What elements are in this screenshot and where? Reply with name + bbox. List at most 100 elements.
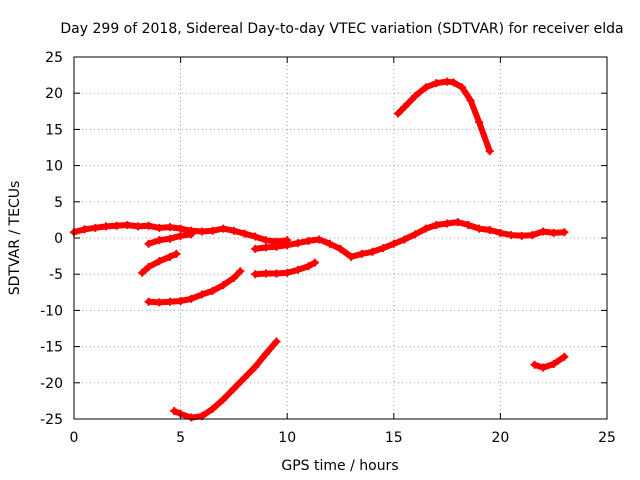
data-point [251, 362, 260, 371]
data-point [458, 83, 467, 92]
data-point [272, 269, 281, 278]
data-point [229, 226, 238, 235]
series-line-arc-9 [531, 353, 568, 371]
data-point [539, 227, 548, 236]
y-tick-label: 25 [45, 50, 63, 66]
data-point [394, 109, 403, 118]
data-point [144, 262, 153, 271]
data-point [453, 218, 462, 227]
data-point [155, 236, 164, 245]
data-point [283, 241, 292, 250]
x-tick-label: 5 [176, 430, 185, 446]
data-point [165, 297, 174, 306]
data-point [144, 297, 153, 306]
data-point [155, 257, 164, 266]
data-point [400, 235, 409, 244]
data-point [368, 247, 377, 256]
data-point [165, 252, 174, 261]
y-tick-label: -20 [40, 376, 63, 392]
data-point [272, 337, 281, 346]
data-point [112, 221, 121, 230]
data-point [560, 228, 569, 237]
data-point [176, 231, 185, 240]
data-point [347, 252, 356, 261]
data-point [197, 227, 206, 236]
data-point [219, 395, 228, 404]
data-point [293, 265, 302, 274]
data-point [261, 349, 270, 358]
data-point [155, 298, 164, 307]
data-point [400, 102, 409, 111]
data-point [240, 373, 249, 382]
data-point [187, 413, 196, 422]
data-point [240, 229, 249, 238]
data-point [443, 219, 452, 228]
data-point [517, 231, 526, 240]
data-point [549, 359, 558, 368]
data-point [176, 296, 185, 305]
data-point [283, 268, 292, 277]
data-point [187, 294, 196, 303]
x-tick-label: 10 [278, 430, 296, 446]
data-point [336, 244, 345, 253]
data-point [261, 243, 270, 252]
data-point [466, 96, 475, 105]
data-point [304, 262, 313, 271]
data-point [138, 268, 147, 277]
data-point [251, 244, 260, 253]
data-point [528, 231, 537, 240]
data-point [123, 220, 132, 229]
y-tick-label: 15 [45, 122, 63, 138]
y-tick-label: 0 [54, 231, 63, 247]
y-tick-label: 5 [54, 195, 63, 211]
data-point [549, 228, 558, 237]
data-point [133, 222, 142, 231]
data-point [379, 244, 388, 253]
data-point [236, 267, 245, 276]
y-tick-label: -15 [40, 340, 63, 356]
y-tick-label: -10 [40, 303, 63, 319]
data-point [144, 221, 153, 230]
y-tick-label: -25 [40, 412, 63, 428]
data-point [165, 234, 174, 243]
data-point [325, 239, 334, 248]
chart-title: Day 299 of 2018, Sidereal Day-to-day VTE… [60, 21, 623, 37]
data-point [165, 223, 174, 232]
data-point [389, 239, 398, 248]
series-line-arc-5 [145, 268, 244, 306]
axis-ticks: 0 5 10 15 20 25 -25 -20 -15 -10 -5 0 5 10 15 20 25 [40, 50, 616, 446]
data-point [530, 360, 539, 369]
data-point [421, 83, 430, 92]
data-point [485, 147, 494, 156]
series-layer [70, 77, 569, 422]
data-point [261, 269, 270, 278]
data-point [261, 236, 270, 245]
data-point [101, 222, 110, 231]
data-point [411, 230, 420, 239]
y-tick-label: -5 [49, 267, 63, 283]
data-point [144, 239, 153, 248]
data-point [197, 290, 206, 299]
x-tick-label: 25 [598, 430, 616, 446]
data-point [176, 224, 185, 233]
data-point [496, 228, 505, 237]
data-point [357, 249, 366, 258]
data-point [91, 223, 100, 232]
data-point [251, 232, 260, 241]
data-point [304, 236, 313, 245]
y-tick-label: 20 [45, 86, 63, 102]
data-point [449, 78, 458, 87]
data-point [229, 384, 238, 393]
data-point [411, 92, 420, 101]
data-point [172, 249, 181, 258]
data-point [485, 226, 494, 235]
data-point [219, 224, 228, 233]
x-axis-label: GPS time / hours [281, 458, 398, 474]
y-tick-label: 10 [45, 159, 63, 175]
data-point [208, 404, 217, 413]
data-point [539, 363, 548, 372]
data-point [315, 235, 324, 244]
x-tick-label: 20 [491, 430, 509, 446]
x-tick-label: 0 [70, 430, 79, 446]
